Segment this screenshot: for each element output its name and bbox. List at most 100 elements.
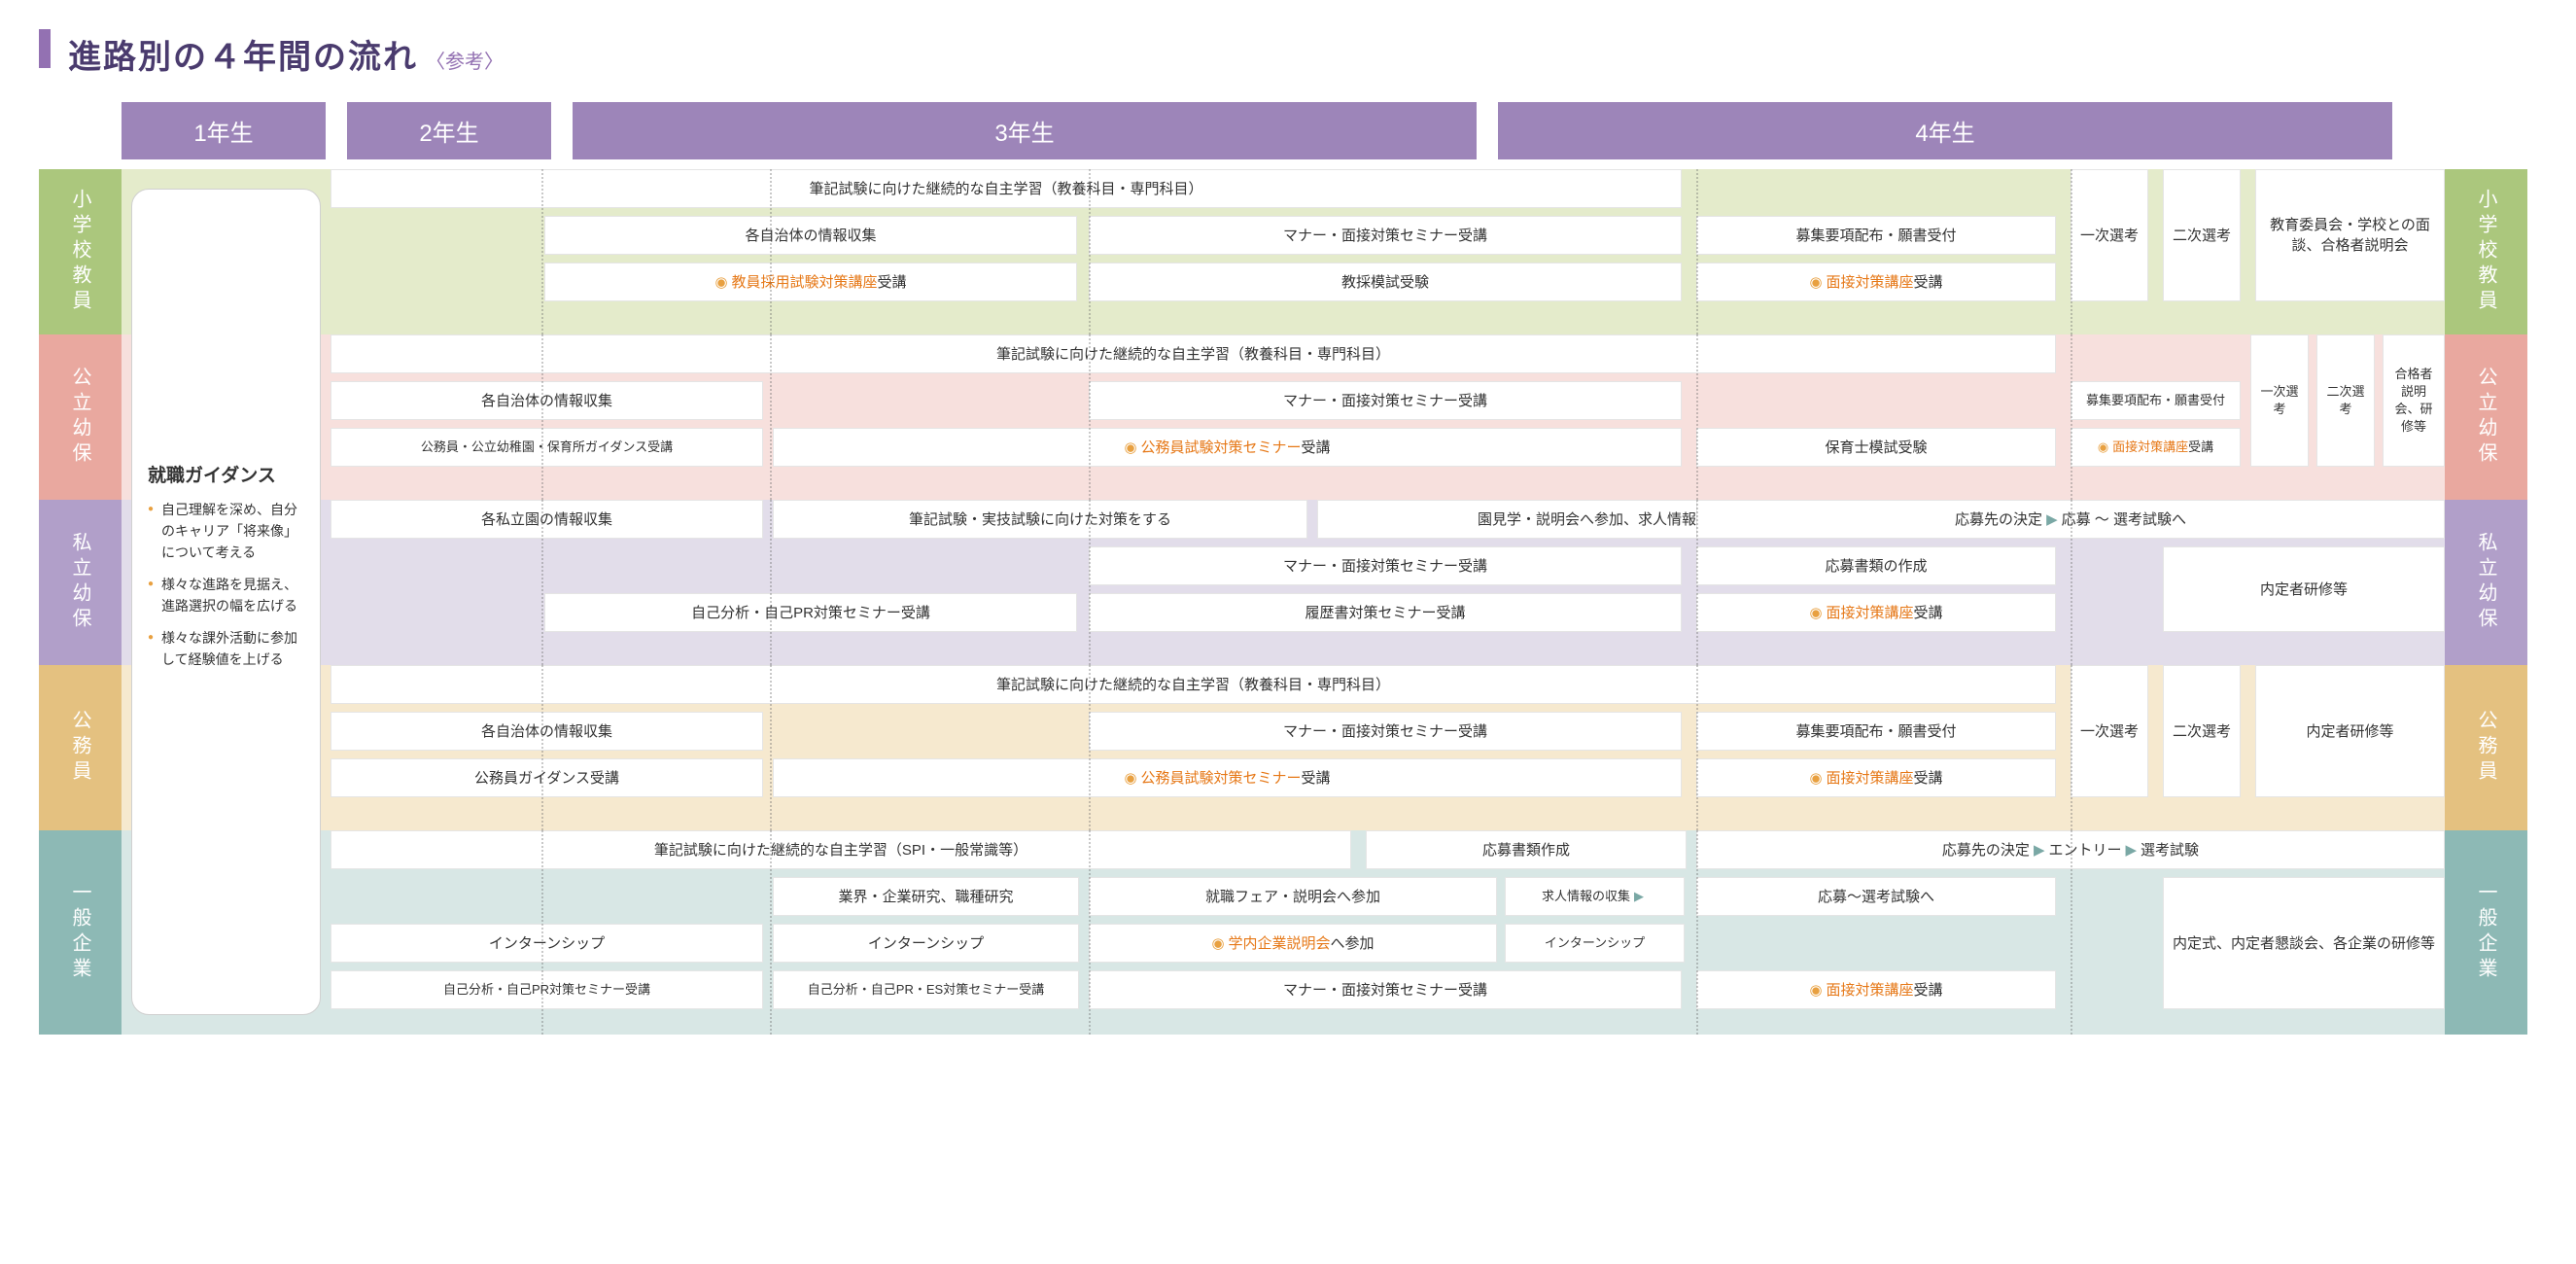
activity-cell: 二次選考: [2163, 665, 2241, 797]
track-civil-servant: 公務員 筆記試験に向けた継続的な自主学習（教養科目・専門科目） 各自治体の情報収集 マ…: [39, 665, 2527, 830]
year-divider: [1696, 500, 1698, 665]
activity-cell: マナー・面接対策セミナー受講: [1089, 712, 1682, 751]
year-divider: [541, 169, 543, 334]
activity-cell: マナー・面接対策セミナー受講: [1089, 216, 1682, 255]
activity-cell: ◉学内企業説明会へ参加: [1089, 924, 1497, 963]
activity-cell: 二次選考: [2163, 169, 2241, 301]
title-sub: 〈参考〉: [426, 46, 504, 74]
activity-cell: 教育委員会・学校との面談、合格者説明会: [2255, 169, 2445, 301]
activity-cell: 業界・企業研究、職種研究: [773, 877, 1079, 916]
track-content: 筆記試験に向けた継続的な自主学習（教養科目・専門科目） 各自治体の情報収集マナー・…: [122, 169, 2445, 334]
year-divider: [541, 665, 543, 830]
track-label-right: 公務員: [2445, 665, 2527, 830]
activity-cell: 二次選考: [2316, 334, 2375, 467]
year-divider: [1696, 169, 1698, 334]
year-divider: [2071, 169, 2072, 334]
activity-cell: 各自治体の情報収集: [544, 216, 1077, 255]
year-header: 1年生: [122, 102, 326, 159]
activity-cell: 応募書類作成: [1366, 830, 1687, 869]
activity-cell: インターンシップ: [1505, 924, 1685, 963]
guidance-item: 様々な進路を見据え、進路選択の幅を広げる: [148, 574, 304, 617]
activity-cell: ◉面接対策講座受講: [1696, 758, 2056, 797]
activity-cell: 求人情報の収集▶: [1505, 877, 1685, 916]
year-divider: [1696, 830, 1698, 1035]
track-content: 各私立園の情報収集筆記試験・実技試験に向けた対策をする園見学・説明会へ参加、求人…: [122, 500, 2445, 665]
activity-cell: インターンシップ: [331, 924, 763, 963]
activity-cell: 自己分析・自己PR対策セミナー受講: [331, 970, 763, 1009]
guidance-item: 自己理解を深め、自分のキャリア「将来像」について考える: [148, 499, 304, 564]
track-private-kindergarten: 私立幼保各私立園の情報収集筆記試験・実技試験に向けた対策をする園見学・説明会へ参…: [39, 500, 2527, 665]
year-header: 3年生: [573, 102, 1477, 159]
activity-cell: 各自治体の情報収集: [331, 381, 763, 420]
year-divider: [770, 169, 772, 334]
year-divider: [1089, 830, 1091, 1035]
year-divider: [2071, 334, 2072, 500]
year-divider: [770, 334, 772, 500]
activity-cell: インターンシップ: [773, 924, 1079, 963]
activity-cell: 履歴書対策セミナー受講: [1089, 593, 1682, 632]
year-divider: [541, 334, 543, 500]
activity-cell: 合格者説明会、研修等: [2383, 334, 2445, 467]
activity-cell: 自己分析・自己PR対策セミナー受講: [544, 593, 1077, 632]
guidance-item: 様々な課外活動に参加して経験値を上げる: [148, 627, 304, 671]
grid-body: 就職ガイダンス自己理解を深め、自分のキャリア「将来像」について考える様々な進路を…: [39, 169, 2527, 1035]
year-divider: [1089, 169, 1091, 334]
activity-cell: 公務員ガイダンス受講: [331, 758, 763, 797]
year-headers: 1年生2年生3年生4年生: [122, 102, 2527, 159]
track-label-left: 小学校教員: [39, 169, 122, 334]
activity-cell: 各私立園の情報収集: [331, 500, 763, 539]
year-header: 4年生: [1498, 102, 2392, 159]
activity-cell: 一次選考: [2250, 334, 2309, 467]
year-divider: [541, 830, 543, 1035]
page-title: 進路別の４年間の流れ 〈参考〉: [39, 29, 2537, 78]
track-content: 筆記試験に向けた継続的な自主学習（SPI・一般常識等）応募書類作成応募先の決定▶…: [122, 830, 2445, 1035]
activity-cell: 各自治体の情報収集: [331, 712, 763, 751]
activity-cell: 筆記試験に向けた継続的な自主学習（SPI・一般常識等）: [331, 830, 1351, 869]
activity-cell: 内定者研修等: [2163, 546, 2445, 632]
activity-cell: 教採模試受験: [1089, 263, 1682, 301]
track-label-left: 一般企業: [39, 830, 122, 1035]
year-divider: [1089, 665, 1091, 830]
chart-container: 1年生2年生3年生4年生 就職ガイダンス自己理解を深め、自分のキャリア「将来像」…: [39, 102, 2527, 1035]
year-divider: [2071, 665, 2072, 830]
track-label-right: 公立幼保: [2445, 334, 2527, 500]
year-divider: [1696, 334, 1698, 500]
activity-cell: 募集要項配布・願書受付: [1696, 216, 2056, 255]
activity-cell: 公務員・公立幼稚園・保育所ガイダンス受講: [331, 428, 763, 467]
activity-cell: 筆記試験に向けた継続的な自主学習（教養科目・専門科目）: [331, 665, 2056, 704]
title-accent-bar: [39, 29, 51, 68]
track-corporate: 一般企業筆記試験に向けた継続的な自主学習（SPI・一般常識等）応募書類作成応募先…: [39, 830, 2527, 1035]
activity-cell: ◉面接対策講座受講: [1696, 593, 2056, 632]
activity-cell: 自己分析・自己PR・ES対策セミナー受講: [773, 970, 1079, 1009]
activity-cell: 応募～選考試験へ: [1696, 877, 2056, 916]
activity-cell: 保育士模試受験: [1696, 428, 2056, 467]
track-label-right: 私立幼保: [2445, 500, 2527, 665]
activity-cell: 筆記試験に向けた継続的な自主学習（教養科目・専門科目）: [331, 169, 1682, 208]
year-divider: [770, 500, 772, 665]
track-label-right: 小学校教員: [2445, 169, 2527, 334]
activity-cell: ◉教員採用試験対策講座受講: [544, 263, 1077, 301]
activity-cell: 募集要項配布・願書受付: [2071, 381, 2241, 420]
activity-cell: 筆記試験・実技試験に向けた対策をする: [773, 500, 1307, 539]
activity-cell: 一次選考: [2071, 665, 2148, 797]
activity-cell: 内定式、内定者懇談会、各企業の研修等: [2163, 877, 2445, 1009]
year-divider: [1696, 665, 1698, 830]
track-public-kindergarten: 公立幼保筆記試験に向けた継続的な自主学習（教養科目・専門科目）各自治体の情報収集…: [39, 334, 2527, 500]
activity-cell: ◉面接対策講座受講: [1696, 263, 2056, 301]
year-divider: [1089, 334, 1091, 500]
activity-cell: マナー・面接対策セミナー受講: [1089, 970, 1682, 1009]
year-divider: [541, 500, 543, 665]
guidance-title: 就職ガイダンス: [148, 461, 304, 487]
activity-cell: ◉面接対策講座受講: [1696, 970, 2056, 1009]
track-label-left: 公立幼保: [39, 334, 122, 500]
activity-cell: 応募書類の作成: [1696, 546, 2056, 585]
activity-cell: ◉公務員試験対策セミナー受講: [773, 758, 1682, 797]
activity-cell: ◉公務員試験対策セミナー受講: [773, 428, 1682, 467]
guidance-column: 就職ガイダンス自己理解を深め、自分のキャリア「将来像」について考える様々な進路を…: [131, 189, 321, 1015]
track-elementary: 小学校教員 筆記試験に向けた継続的な自主学習（教養科目・専門科目） 各自治体の情報収…: [39, 169, 2527, 334]
activity-cell: マナー・面接対策セミナー受講: [1089, 546, 1682, 585]
year-divider: [1089, 500, 1091, 665]
track-label-left: 私立幼保: [39, 500, 122, 665]
activity-cell: 内定者研修等: [2255, 665, 2445, 797]
year-divider: [770, 830, 772, 1035]
